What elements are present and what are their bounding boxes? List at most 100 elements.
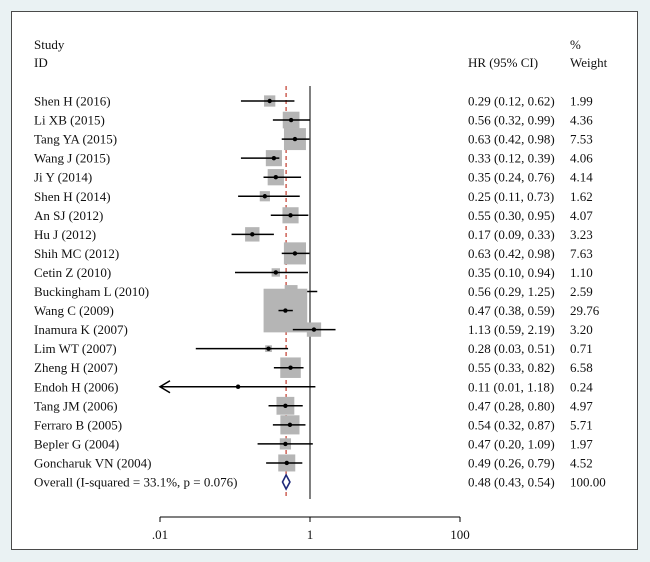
study-row: Zheng H (2007) 0.55 (0.33, 0.82) 6.58 [34, 357, 593, 378]
point-estimate [292, 136, 298, 142]
study-label: Shih MC (2012) [34, 246, 119, 261]
overall-row: Overall (I-squared = 33.1%, p = 0.076) 0.… [34, 473, 606, 491]
point-estimate [266, 346, 271, 351]
study-row: Shih MC (2012) 0.63 (0.42, 0.98) 7.63 [34, 242, 593, 265]
hr-ci-value: 0.28 (0.03, 0.51) [468, 341, 555, 356]
point-estimate [284, 460, 289, 466]
study-label: Lim WT (2007) [34, 341, 117, 356]
point-estimate [273, 270, 279, 275]
study-row: Ji Y (2014) 0.35 (0.24, 0.76) 4.14 [34, 169, 593, 186]
study-label: Bepler G (2004) [34, 436, 119, 451]
x-axis: .01 1 100 [152, 516, 470, 542]
study-row: Bepler G (2004) 0.47 (0.20, 1.09) 1.97 [34, 436, 593, 451]
weight-value: 2.59 [570, 284, 593, 299]
point-estimate [288, 117, 294, 123]
weight-value: 1.62 [570, 189, 593, 204]
study-label: Zheng H (2007) [34, 360, 118, 375]
point-estimate [287, 422, 293, 428]
study-row: Lim WT (2007) 0.28 (0.03, 0.51) 0.71 [34, 341, 593, 356]
forest-plot: Study ID HR (95% CI) % Weight Shen H (20… [34, 37, 608, 542]
weight-value: 7.63 [570, 246, 593, 261]
ci-arrow-icon [158, 380, 171, 394]
study-row: Shen H (2016) 0.29 (0.12, 0.62) 1.99 [34, 94, 593, 109]
weight-value: 1.97 [570, 436, 593, 451]
hr-ci-value: 0.47 (0.20, 1.09) [468, 436, 555, 451]
header-id: ID [34, 55, 48, 70]
point-estimate [288, 213, 293, 218]
weight-value: 1.10 [570, 265, 593, 280]
point-estimate [283, 441, 288, 447]
header-percent: % [570, 37, 581, 52]
header-weight: Weight [570, 55, 608, 70]
study-label: Ferraro B (2005) [34, 417, 122, 432]
point-estimate [292, 251, 298, 256]
study-label: Wang C (2009) [34, 303, 114, 318]
weight-value: 4.52 [570, 455, 593, 470]
weight-value: 3.20 [570, 322, 593, 337]
hr-ci-value: 0.33 (0.12, 0.39) [468, 151, 555, 166]
study-label: Buckingham L (2010) [34, 284, 149, 299]
study-label: Li XB (2015) [34, 113, 105, 128]
hr-ci-value: 0.56 (0.29, 1.25) [468, 284, 555, 299]
weight-value: 7.53 [570, 132, 593, 147]
study-label: Cetin Z (2010) [34, 265, 111, 280]
study-label: Wang J (2015) [34, 151, 110, 166]
hr-ci-value: 0.55 (0.33, 0.82) [468, 360, 555, 375]
study-row: Li XB (2015) 0.56 (0.32, 0.99) 4.36 [34, 111, 593, 129]
pooled-diamond [281, 473, 291, 491]
study-label: Ji Y (2014) [34, 170, 92, 185]
study-row: Tang YA (2015) 0.63 (0.42, 0.98) 7.53 [34, 128, 593, 151]
weight-value: 4.06 [570, 151, 593, 166]
hr-ci-value: 0.47 (0.28, 0.80) [468, 398, 555, 413]
hr-ci-value: 1.13 (0.59, 2.19) [468, 322, 555, 337]
point-estimate [288, 365, 293, 370]
axis-tick-label: 100 [450, 527, 470, 542]
hr-ci-value: 0.17 (0.09, 0.33) [468, 227, 555, 242]
hr-ci-value: 0.29 (0.12, 0.62) [468, 94, 555, 109]
point-estimate [235, 384, 241, 389]
study-row: Wang J (2015) 0.33 (0.12, 0.39) 4.06 [34, 150, 593, 167]
hr-ci-value: 0.47 (0.38, 0.59) [468, 303, 555, 318]
study-row: Endoh H (2006) 0.11 (0.01, 1.18) 0.24 [34, 379, 593, 394]
weight-value: 4.14 [570, 170, 593, 185]
header-study: Study [34, 37, 65, 52]
weight-value: 0.71 [570, 341, 593, 356]
point-estimate [311, 327, 317, 332]
study-label: Shen H (2016) [34, 94, 111, 109]
axis-tick-label: .01 [152, 527, 168, 542]
point-estimate [283, 403, 288, 408]
point-estimate [250, 232, 255, 237]
hr-ci-value: 0.54 (0.32, 0.87) [468, 417, 555, 432]
study-row: Ferraro B (2005) 0.54 (0.32, 0.87) 5.71 [34, 415, 593, 435]
weight-value: 4.07 [570, 208, 593, 223]
study-row: Shen H (2014) 0.25 (0.11, 0.73) 1.62 [34, 189, 593, 204]
weight-value: 3.23 [570, 227, 593, 242]
study-row: Tang JM (2006) 0.47 (0.28, 0.80) 4.97 [34, 396, 593, 415]
weight-value: 6.58 [570, 360, 593, 375]
overall-weight-value: 100.00 [570, 475, 606, 490]
study-rows: Shen H (2016) 0.29 (0.12, 0.62) 1.99 Li XB … [34, 86, 606, 499]
weight-value: 29.76 [570, 303, 600, 318]
axis-tick-label: 1 [307, 527, 314, 542]
hr-ci-value: 0.63 (0.42, 0.98) [468, 246, 555, 261]
header-hr: HR (95% CI) [468, 55, 538, 70]
study-label: Inamura K (2007) [34, 322, 128, 337]
hr-ci-value: 0.56 (0.32, 0.99) [468, 113, 555, 128]
hr-ci-value: 0.35 (0.10, 0.94) [468, 265, 555, 280]
point-estimate [273, 175, 279, 180]
study-row: Wang C (2009) 0.47 (0.38, 0.59) 29.76 [34, 288, 600, 333]
weight-value: 1.99 [570, 94, 593, 109]
study-row: Hu J (2012) 0.17 (0.09, 0.33) 3.23 [34, 227, 593, 242]
study-label: Endoh H (2006) [34, 379, 119, 394]
point-estimate [283, 308, 288, 313]
point-estimate [271, 155, 277, 161]
study-row: An SJ (2012) 0.55 (0.30, 0.95) 4.07 [34, 207, 593, 224]
hr-ci-value: 0.11 (0.01, 1.18) [468, 379, 554, 394]
weight-value: 0.24 [570, 379, 593, 394]
overall-hr-ci-value: 0.48 (0.43, 0.54) [468, 475, 555, 490]
overall-label: Overall (I-squared = 33.1%, p = 0.076) [34, 475, 237, 490]
study-label: Tang YA (2015) [34, 132, 117, 147]
study-row: Inamura K (2007) 1.13 (0.59, 2.19) 3.20 [34, 322, 593, 337]
point-estimate [267, 98, 272, 104]
